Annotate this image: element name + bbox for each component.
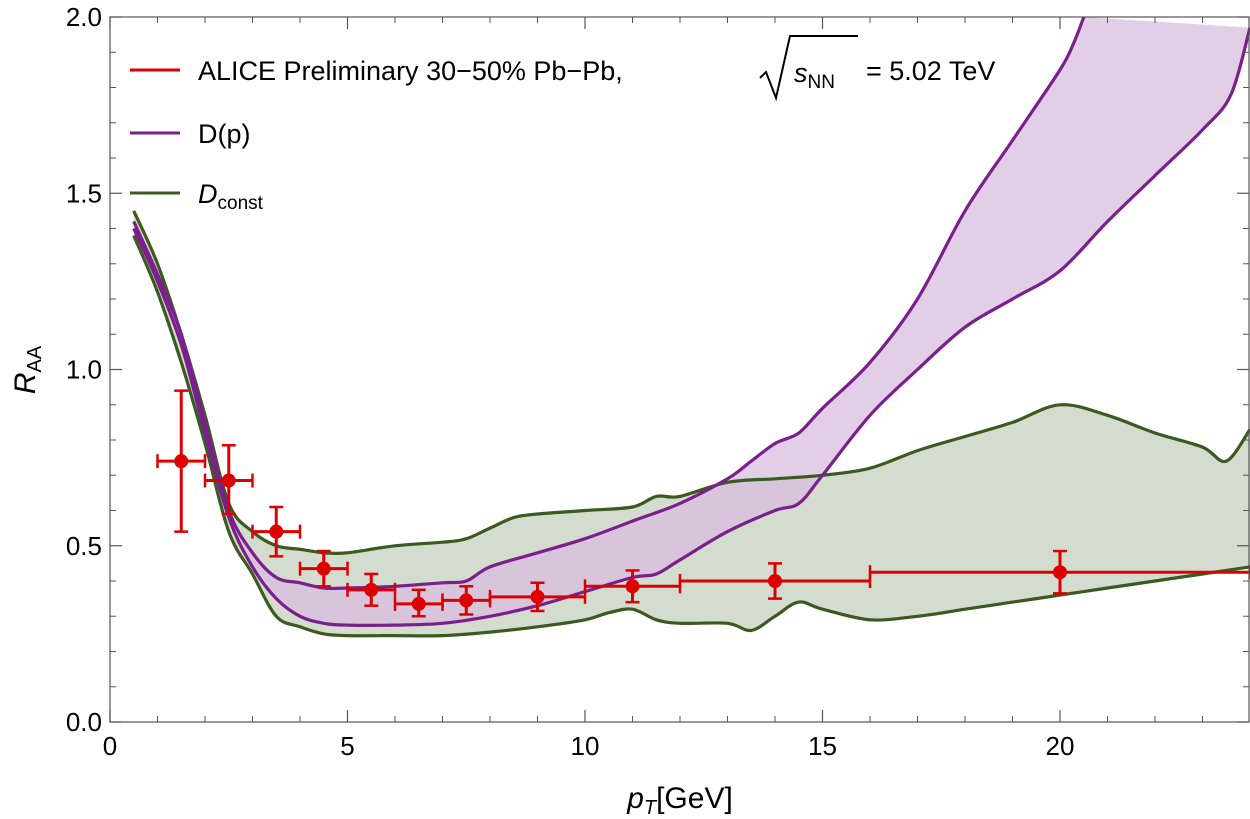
data-point (583, 569, 682, 604)
data-point (868, 549, 1250, 595)
data-point (441, 585, 492, 616)
legend-energy: = 5.02 TeV (866, 56, 995, 86)
data-marker (625, 579, 640, 594)
data-point (298, 549, 349, 588)
data-marker (530, 589, 545, 604)
y-tick-label: 0.0 (66, 707, 102, 737)
legend-label-alice: ALICE Preliminary 30−50% Pb−Pb, (198, 56, 623, 86)
y-tick-label: 2.0 (66, 2, 102, 32)
x-tick-label: 20 (1046, 731, 1075, 761)
y-tick-label: 0.5 (66, 531, 102, 561)
data-marker (269, 524, 284, 539)
legend-label-dconst: Dconst (198, 179, 264, 214)
data-point (156, 389, 207, 533)
data-marker (174, 454, 189, 469)
data-point (678, 562, 872, 600)
data-marker (768, 574, 782, 588)
data-point (251, 505, 302, 558)
legend-label-dp: D(p) (198, 119, 251, 149)
data-point (203, 444, 254, 516)
x-tick-label: 0 (103, 731, 117, 761)
band-fill-dp (133, 17, 1250, 626)
data-marker (364, 582, 379, 597)
band-lower-line-dconst (132, 234, 1250, 638)
data-point (488, 581, 587, 613)
data-marker (221, 473, 236, 488)
band-upper-line-dp (132, 17, 1086, 591)
legend: ALICE Preliminary 30−50% Pb−Pb, sNN = 5.… (130, 35, 995, 214)
band-fill-dconst (133, 210, 1250, 636)
x-tick-label: 10 (571, 731, 600, 761)
data-point-layer (156, 389, 1250, 618)
y-tick-label: 1.5 (66, 178, 102, 208)
x-tick-label: 5 (340, 731, 354, 761)
data-marker (459, 593, 474, 608)
x-axis-title: pT[GeV] (626, 782, 733, 819)
y-tick-label: 1.0 (66, 355, 102, 385)
x-tick-label: 15 (808, 731, 837, 761)
y-axis-title: RAA (9, 345, 46, 394)
data-marker (316, 561, 331, 576)
data-marker (1053, 565, 1067, 580)
data-marker (411, 596, 426, 611)
band-lower-line-dp (132, 27, 1250, 627)
band-layer (132, 17, 1250, 638)
legend-sqrt-s: sNN (794, 58, 835, 93)
data-point (346, 572, 397, 607)
sqrt-sign-icon (759, 35, 858, 102)
tick-layer: 0 5 10 15 20 0.0 0.5 1.0 1.5 2.0 (66, 2, 1249, 761)
